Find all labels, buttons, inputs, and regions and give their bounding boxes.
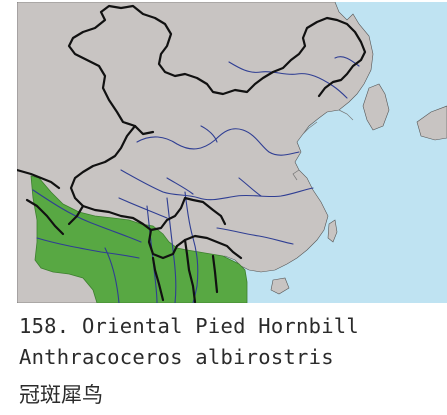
- coastline-detail: [292, 109, 354, 181]
- japan: [416, 105, 447, 141]
- scientific-name: Anthracoceros albirostris: [19, 345, 334, 369]
- korea: [362, 83, 390, 131]
- chinese-name: 冠斑犀鸟: [19, 383, 103, 407]
- taiwan: [327, 219, 338, 243]
- rivers: [32, 56, 360, 303]
- national-borders: [17, 4, 367, 303]
- range-map-svg: [17, 2, 447, 303]
- hainan: [270, 277, 290, 295]
- range-map: [17, 2, 447, 303]
- species-range: [30, 175, 248, 303]
- species-title: 158. Oriental Pied Hornbill: [19, 314, 359, 338]
